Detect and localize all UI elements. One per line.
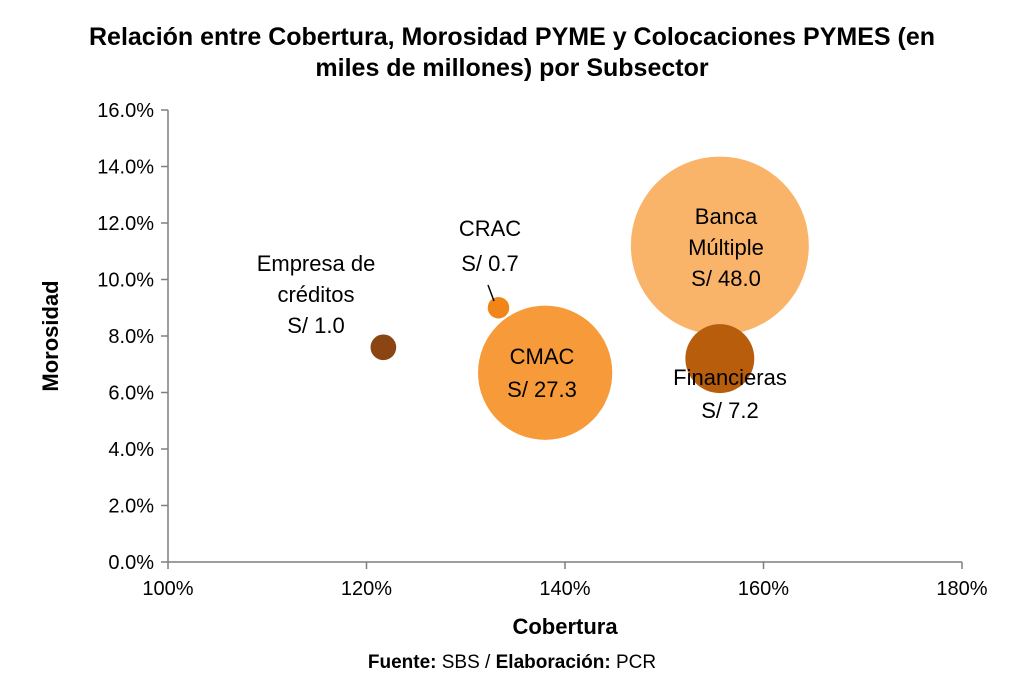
y-tick-label: 4.0% <box>108 439 154 461</box>
y-tick-label: 16.0% <box>97 100 154 122</box>
x-tick-label: 180% <box>936 578 987 600</box>
y-tick-label: 8.0% <box>108 326 154 348</box>
chart-title-line: Relación entre Cobertura, Morosidad PYME… <box>89 23 935 51</box>
x-tick-label: 160% <box>738 578 789 600</box>
bubble-label-financieras: S/ 7.2 <box>701 398 758 423</box>
bubble-label-empresa-de-creditos: S/ 1.0 <box>287 313 344 338</box>
bubble-financieras <box>685 324 755 394</box>
y-tick-label: 12.0% <box>97 213 154 235</box>
y-axis-title: Morosidad <box>38 280 63 391</box>
x-tick-label: 140% <box>539 578 590 600</box>
chart-title: Relación entre Cobertura, Morosidad PYME… <box>89 23 935 82</box>
tick-labels: 0.0% 2.0% 4.0% 6.0% 8.0% 10.0% 12.0% 14.0% 16.0%… <box>97 100 988 600</box>
crac-leader-line <box>487 284 495 302</box>
bubble-label-banca-multiple: Banca <box>695 204 758 229</box>
bubbles <box>370 156 809 440</box>
bubble-label-financieras: Financieras <box>673 365 787 390</box>
bubble-cmac <box>478 305 613 440</box>
bubble-label-banca-multiple: Múltiple <box>688 235 764 260</box>
bubble-empresa-de-creditos <box>370 334 397 361</box>
chart-title-line: miles de millones) por Subsector <box>315 54 708 82</box>
bubble-label-empresa-de-creditos: créditos <box>277 282 354 307</box>
elaboration-label: Elaboración: <box>496 652 611 673</box>
y-tick-label: 0.0% <box>108 552 154 574</box>
source-label: Fuente: <box>368 652 437 673</box>
x-tick-label: 120% <box>341 578 392 600</box>
bubble-crac <box>487 297 510 319</box>
source-value: SBS / <box>436 652 495 673</box>
bubble-label-crac: CRAC <box>459 216 521 241</box>
source-footer: Fuente: SBS / Elaboración: PCR <box>368 652 656 673</box>
elaboration-value: PCR <box>611 652 656 673</box>
bubble-label-cmac: S/ 27.3 <box>507 377 577 402</box>
x-axis-title: Cobertura <box>512 614 618 639</box>
bubble-label-cmac: CMAC <box>510 344 575 369</box>
y-tick-label: 10.0% <box>97 270 154 292</box>
bubble-label-crac: S/ 0.7 <box>461 251 518 276</box>
x-tick-label: 100% <box>142 578 193 600</box>
y-tick-label: 14.0% <box>97 157 154 179</box>
bubble-label-empresa-de-creditos: Empresa de <box>257 251 376 276</box>
y-tick-label: 2.0% <box>108 496 154 518</box>
y-tick-label: 6.0% <box>108 383 154 405</box>
bubble-label-banca-multiple: S/ 48.0 <box>691 266 761 291</box>
bubble-labels: Banca Múltiple S/ 48.0 CMAC S/ 27.3 Financier… <box>257 204 787 423</box>
bubble-banca-multiple <box>630 156 809 335</box>
